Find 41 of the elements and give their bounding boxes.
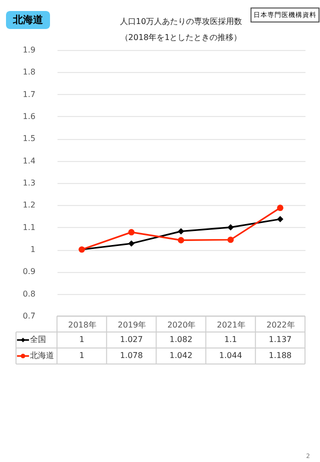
y-tick-label: 1.3 (22, 178, 36, 188)
y-tick-label: 0.7 (22, 312, 36, 320)
y-tick-label: 0.9 (22, 267, 36, 276)
point (128, 240, 135, 247)
data-label: 1.027 (120, 335, 143, 344)
x-tick-label: 2018年 (68, 320, 96, 330)
point (277, 204, 284, 211)
x-tick-label: 2020年 (167, 320, 196, 330)
data-label: 1.044 (219, 351, 242, 360)
y-tick-label: 1 (30, 245, 36, 254)
data-label: 1 (79, 335, 84, 344)
text: （2018年を1としたときの推移） (120, 33, 242, 42)
y-tick-label: 1.7 (22, 90, 36, 99)
text: 北海道 (12, 14, 44, 26)
point (178, 237, 184, 244)
x-tick-label: 2021年 (216, 320, 246, 330)
x-tick-label: 2019年 (118, 320, 146, 330)
y-tick-label: 1.8 (22, 68, 36, 77)
data-label: 1.082 (170, 335, 192, 344)
y-tick-label: 1.9 (22, 46, 36, 54)
data-label: 1.188 (268, 351, 292, 360)
data-label: 1.042 (170, 351, 192, 360)
data-label: 1.078 (120, 351, 143, 360)
y-tick-label: 0.8 (22, 289, 36, 298)
legend-label: 全国 (30, 335, 46, 344)
text: 人口10万人あたりの専攻医採用数 (120, 17, 242, 26)
y-tick-label: 1.1 (22, 222, 36, 232)
data-label: 1.1 (224, 335, 237, 344)
point (227, 224, 234, 230)
point (227, 236, 234, 243)
point (277, 216, 284, 222)
y-tick-label: 1.4 (22, 156, 36, 166)
data-label: 1.137 (268, 335, 292, 344)
point (178, 228, 184, 234)
y-tick-label: 1.6 (22, 112, 36, 121)
point (128, 229, 135, 236)
y-tick-label: 1.2 (22, 200, 36, 210)
data-label: 1 (79, 351, 84, 360)
x-tick-label: 2022年 (266, 320, 295, 330)
y-tick-label: 1.5 (22, 134, 36, 144)
legend-label: 北海道 (30, 351, 54, 360)
